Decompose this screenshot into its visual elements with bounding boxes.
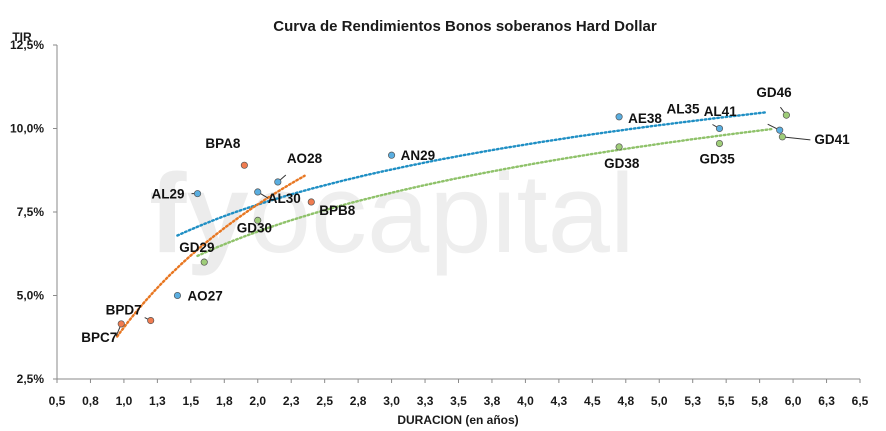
point-label-ao28: AO28 [287, 151, 323, 166]
leader-line [782, 136, 811, 141]
trendline [196, 127, 775, 258]
x-tick-label: 1,3 [149, 394, 166, 408]
y-tick-label: 12,5% [10, 38, 44, 52]
point-label-gd41: GD41 [814, 132, 850, 147]
data-point-gd29 [200, 258, 208, 266]
y-tick-label: 10,0% [10, 122, 44, 136]
x-tick-label: 5,8 [751, 394, 768, 408]
point-label-al35: AL35 [666, 102, 700, 117]
data-point-ao28 [274, 178, 282, 186]
chart-title: Curva de Rendimientos Bonos soberanos Ha… [273, 18, 657, 35]
data-point-bpc7 [117, 320, 125, 328]
y-axis-label: TIR [12, 30, 32, 44]
x-tick-label: 4,5 [584, 394, 601, 408]
data-point-gd30 [254, 216, 262, 224]
data-point-ao27 [173, 291, 182, 300]
x-tick-label: 3,5 [450, 394, 467, 408]
point-label-al29: AL29 [152, 187, 185, 202]
point-label-gd46: GD46 [756, 85, 792, 100]
x-tick-label: 4,8 [617, 394, 634, 408]
point-label-ae38: AE38 [628, 111, 662, 126]
y-tick-label: 5,0% [17, 289, 45, 303]
data-point-gd35 [715, 139, 724, 148]
point-label-ao27: AO27 [187, 289, 222, 304]
x-tick-label: 0,5 [49, 394, 66, 408]
x-tick-label: 2,8 [350, 394, 367, 408]
x-tick-label: 5,0 [651, 394, 668, 408]
y-tick-label: 2,5% [17, 372, 45, 386]
trendlines [116, 111, 775, 338]
point-label-bpc7: BPC7 [81, 330, 117, 345]
watermark-text: fyocapital [149, 151, 635, 276]
point-label-al41: AL41 [704, 104, 738, 119]
point-label-gd29: GD29 [179, 240, 214, 255]
x-tick-label: 6,3 [818, 394, 835, 408]
tick-labels: 0,5 0,8 1,0 1,3 1,5 1,8 2,0 2,3 2,5 2,8 3,0 3,3 3,5 3… [10, 38, 869, 408]
point-label-bpd7: BPD7 [106, 303, 142, 318]
x-tick-label: 3,8 [484, 394, 501, 408]
data-point-al41 [776, 126, 784, 134]
data-point-ae38 [615, 113, 623, 121]
point-label-al30: AL30 [268, 191, 301, 206]
point-label-an29: AN29 [401, 148, 436, 163]
x-tick-label: 2,0 [249, 394, 266, 408]
x-tick-label: 5,5 [718, 394, 735, 408]
data-point-bpb8 [307, 198, 315, 206]
data-point-an29 [388, 151, 396, 159]
data-point-gd46 [782, 111, 790, 119]
data-point-al35 [715, 124, 724, 133]
trendline [116, 174, 306, 338]
point-label-bpb8: BPB8 [319, 203, 356, 218]
point-label-bpa8: BPA8 [205, 136, 241, 151]
x-tick-label: 3,0 [383, 394, 400, 408]
watermark: fyocapital [149, 151, 635, 276]
point-labels: AL29 AL30 AO28 AO27 AN29 AE38 AL35 AL41 BPA8 BPB8… [81, 85, 850, 345]
data-point-al30 [254, 188, 262, 196]
x-tick-label: 6,5 [852, 394, 869, 408]
x-tick-label: 1,0 [116, 394, 133, 408]
x-tick-label: 0,8 [82, 394, 99, 408]
x-tick-label: 4,0 [517, 394, 534, 408]
x-tick-label: 5,3 [684, 394, 701, 408]
x-axis-label: DURACION (en años) [397, 413, 518, 427]
x-tick-label: 4,3 [551, 394, 568, 408]
data-point-gd38 [615, 143, 623, 151]
x-tick-label: 3,3 [417, 394, 434, 408]
x-tick-label: 2,3 [283, 394, 300, 408]
x-tick-label: 6,0 [785, 394, 802, 408]
data-point-gd41 [778, 133, 786, 141]
data-points [117, 111, 790, 328]
x-tick-label: 2,5 [316, 394, 333, 408]
data-point-bpd7 [147, 316, 155, 325]
trendline [176, 111, 768, 237]
x-tick-label: 1,8 [216, 394, 233, 408]
data-point-bpa8 [240, 161, 248, 169]
data-point-al29 [193, 190, 202, 198]
point-label-gd30: GD30 [237, 220, 272, 235]
x-tick-label: 1,5 [182, 394, 199, 408]
point-label-gd35: GD35 [699, 152, 735, 167]
point-label-gd38: GD38 [604, 156, 640, 171]
y-tick-label: 7,5% [17, 205, 45, 219]
